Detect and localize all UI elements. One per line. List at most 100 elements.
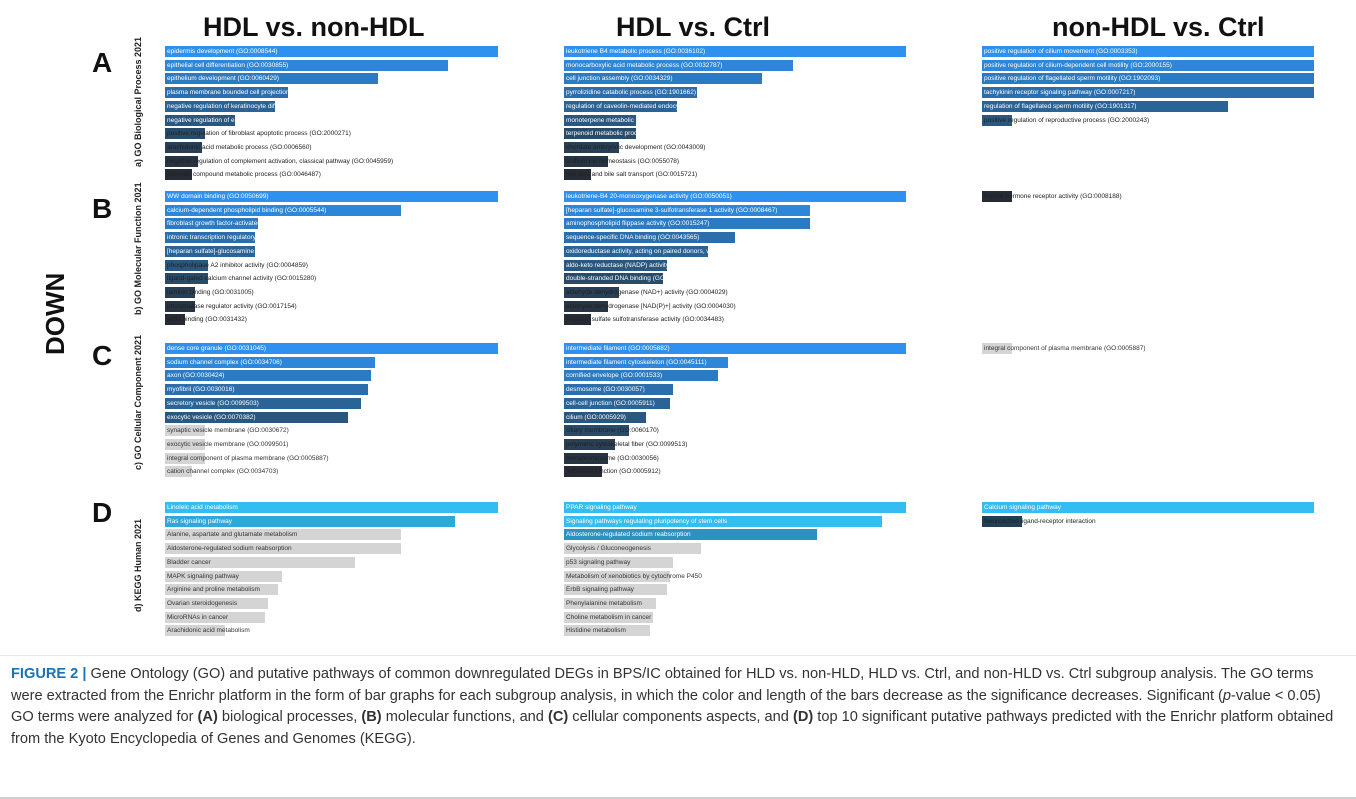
bar-row: aminophospholipid flippase activity (GO:… (564, 218, 906, 230)
bar (564, 218, 811, 230)
bar (165, 204, 402, 216)
down-label: DOWN (40, 272, 70, 355)
bar (564, 46, 906, 57)
bar-row: polymeric cytoskeletal fiber (GO:0099513… (564, 438, 906, 450)
bar (165, 232, 255, 244)
bar-label: Signaling pathways regulating pluripoten… (566, 517, 728, 525)
bar-label: phenolic compound metabolic process (GO:… (167, 171, 321, 179)
bar-label: Ras signaling pathway (167, 517, 233, 525)
bar-row: ErbB signaling pathway (564, 584, 906, 596)
bar-row: [heparan sulfate]-glucosamine 3-sulfotra… (165, 245, 498, 257)
bar-row: cell junction assembly (GO:0034329) (564, 73, 906, 85)
bar-row: double-stranded DNA binding (GO:0003690) (564, 273, 906, 285)
bar-label: actin binding (GO:0031432) (167, 316, 247, 324)
bar-label: intronic transcription regulatory region… (167, 234, 411, 242)
bar-label: Histidine metabolism (566, 627, 626, 635)
bar-row: Ovarian steroidogenesis (165, 597, 498, 609)
bar-label: Phenylalanine metabolism (566, 599, 642, 607)
bar-label: cilium (GO:0005929) (566, 413, 626, 421)
bar (564, 529, 818, 541)
bar-row: calcium-dependent phospholipid binding (… (165, 204, 498, 216)
bar (564, 452, 609, 464)
bar-row: negative regulation of keratinocyte diff… (165, 100, 498, 112)
bar-row: Ras signaling pathway (165, 515, 498, 527)
bar-label: regulation of caveolin-mediated endocyto… (566, 102, 736, 110)
bar (982, 343, 1012, 354)
bottom-border (0, 797, 1356, 799)
bar-row: myofibril (GO:0030016) (165, 384, 498, 396)
bar-label: Arginine and proline metabolism (167, 586, 260, 594)
bar (564, 625, 650, 637)
bar (564, 191, 906, 202)
bar (564, 356, 729, 368)
bar-label: intermediate filament (GO:0005882) (566, 345, 670, 352)
bar-label: WW domain binding (GO:0050699) (167, 193, 269, 200)
bar (982, 515, 1022, 527)
bar (165, 73, 379, 85)
bar-row: cation channel complex (GO:0034703) (165, 466, 498, 478)
bar-row: thyroid hormone receptor activity (GO:00… (982, 191, 1314, 202)
bar-row: fibroblast growth factor-activated recep… (165, 218, 498, 230)
bar-row: Glycolysis / Gluconeogenesis (564, 543, 906, 555)
bar (165, 218, 259, 230)
bar-row: plasma membrane bounded cell projection … (165, 87, 498, 99)
figure-panel: HDL vs. non-HDL HDL vs. Ctrl non-HDL vs.… (40, 12, 1314, 637)
bar-label: dense core granule (GO:0031045) (167, 345, 267, 352)
bar-label: phosphatase regulator activity (GO:00171… (167, 302, 297, 310)
bar-row: p53 signaling pathway (564, 556, 906, 568)
column-header-hdl-vs-nonhdl: HDL vs. non-HDL (203, 12, 425, 42)
bar-row: [heparan sulfate]-glucosamine 3-sulfotra… (564, 204, 906, 216)
bar-row: sequence-specific DNA binding (GO:004356… (564, 232, 906, 244)
bar (564, 155, 609, 167)
bar-label: cornified envelope (GO:0001533) (566, 372, 663, 380)
bar-label: positive regulation of fibroblast apopto… (167, 130, 351, 138)
bar-label: Neuroactive ligand-receptor interaction (984, 517, 1096, 525)
side-label-go-molecular: b) GO Molecular Function 2021 (133, 182, 143, 315)
bar (165, 411, 349, 423)
bar (165, 370, 372, 382)
bar-row: aldehyde dehydrogenase [NAD(P)+] activit… (564, 300, 906, 312)
bar-label: positive regulation of reproductive proc… (984, 116, 1150, 124)
bar (165, 245, 255, 257)
bar-label: aldehyde dehydrogenase (NAD+) activity (… (566, 288, 728, 296)
bar-row: heparan sulfate sulfotransferase activit… (564, 314, 906, 326)
bar (165, 543, 402, 555)
bar-row: hemidesmosome (GO:0030056) (564, 452, 906, 464)
bar-row: Signaling pathways regulating pluripoten… (564, 515, 906, 527)
bar (564, 597, 657, 609)
bar-row: aldo-keto reductase (NADP) activity (GO:… (564, 259, 906, 271)
bar (564, 502, 906, 513)
bar-row: pyrrolizidine catabolic process (GO:1901… (564, 87, 906, 99)
bar (165, 286, 195, 298)
bar (564, 611, 653, 623)
bar (564, 370, 718, 382)
bar-row: regulation of caveolin-mediated endocyto… (564, 100, 906, 112)
bar-row: epithelium development (GO:0060429) (165, 73, 498, 85)
bar-label: Calcium signaling pathway (984, 504, 1061, 511)
bar-label: synaptic vesicle membrane (GO:0030672) (167, 427, 289, 435)
bar (564, 438, 616, 450)
side-label-go-cellular: c) GO Cellular Component 2021 (133, 334, 143, 470)
bar-label: leukotriene-B4 20-monooxygenase activity… (566, 193, 732, 200)
bar (165, 529, 402, 541)
bar-row: monoterpene metabolic process (GO:000923… (564, 114, 906, 126)
bar-label: sodium channel complex (GO:0034706) (167, 358, 282, 366)
bar-row: Arachidonic acid metabolism (165, 625, 498, 637)
bar-label: negative regulation of epidermal cell di… (167, 116, 356, 124)
bar-row: epithelial cell differentiation (GO:0030… (165, 59, 498, 71)
bar (165, 169, 192, 181)
bar-row: oxidoreductase activity, acting on paire… (564, 245, 911, 257)
bar-row: negative regulation of complement activa… (165, 155, 498, 167)
bar-label: regulation of flagellated sperm motility… (984, 102, 1137, 110)
bar (564, 100, 677, 112)
bar (564, 128, 636, 140)
bar-row: integral component of plasma membrane (G… (982, 343, 1314, 354)
bar-row: tachykinin receptor signaling pathway (G… (982, 87, 1314, 99)
bar-label: tachykinin receptor signaling pathway (G… (984, 89, 1136, 97)
bar (165, 597, 269, 609)
bar-label: polymeric cytoskeletal fiber (GO:0099513… (566, 440, 688, 448)
bar-label: fibroblast growth factor-activated recep… (167, 220, 352, 228)
side-label-kegg: d) KEGG Human 2021 (133, 518, 143, 612)
bar-label: sodium ion homeostasis (GO:0055078) (566, 157, 680, 165)
bar (564, 515, 883, 527)
